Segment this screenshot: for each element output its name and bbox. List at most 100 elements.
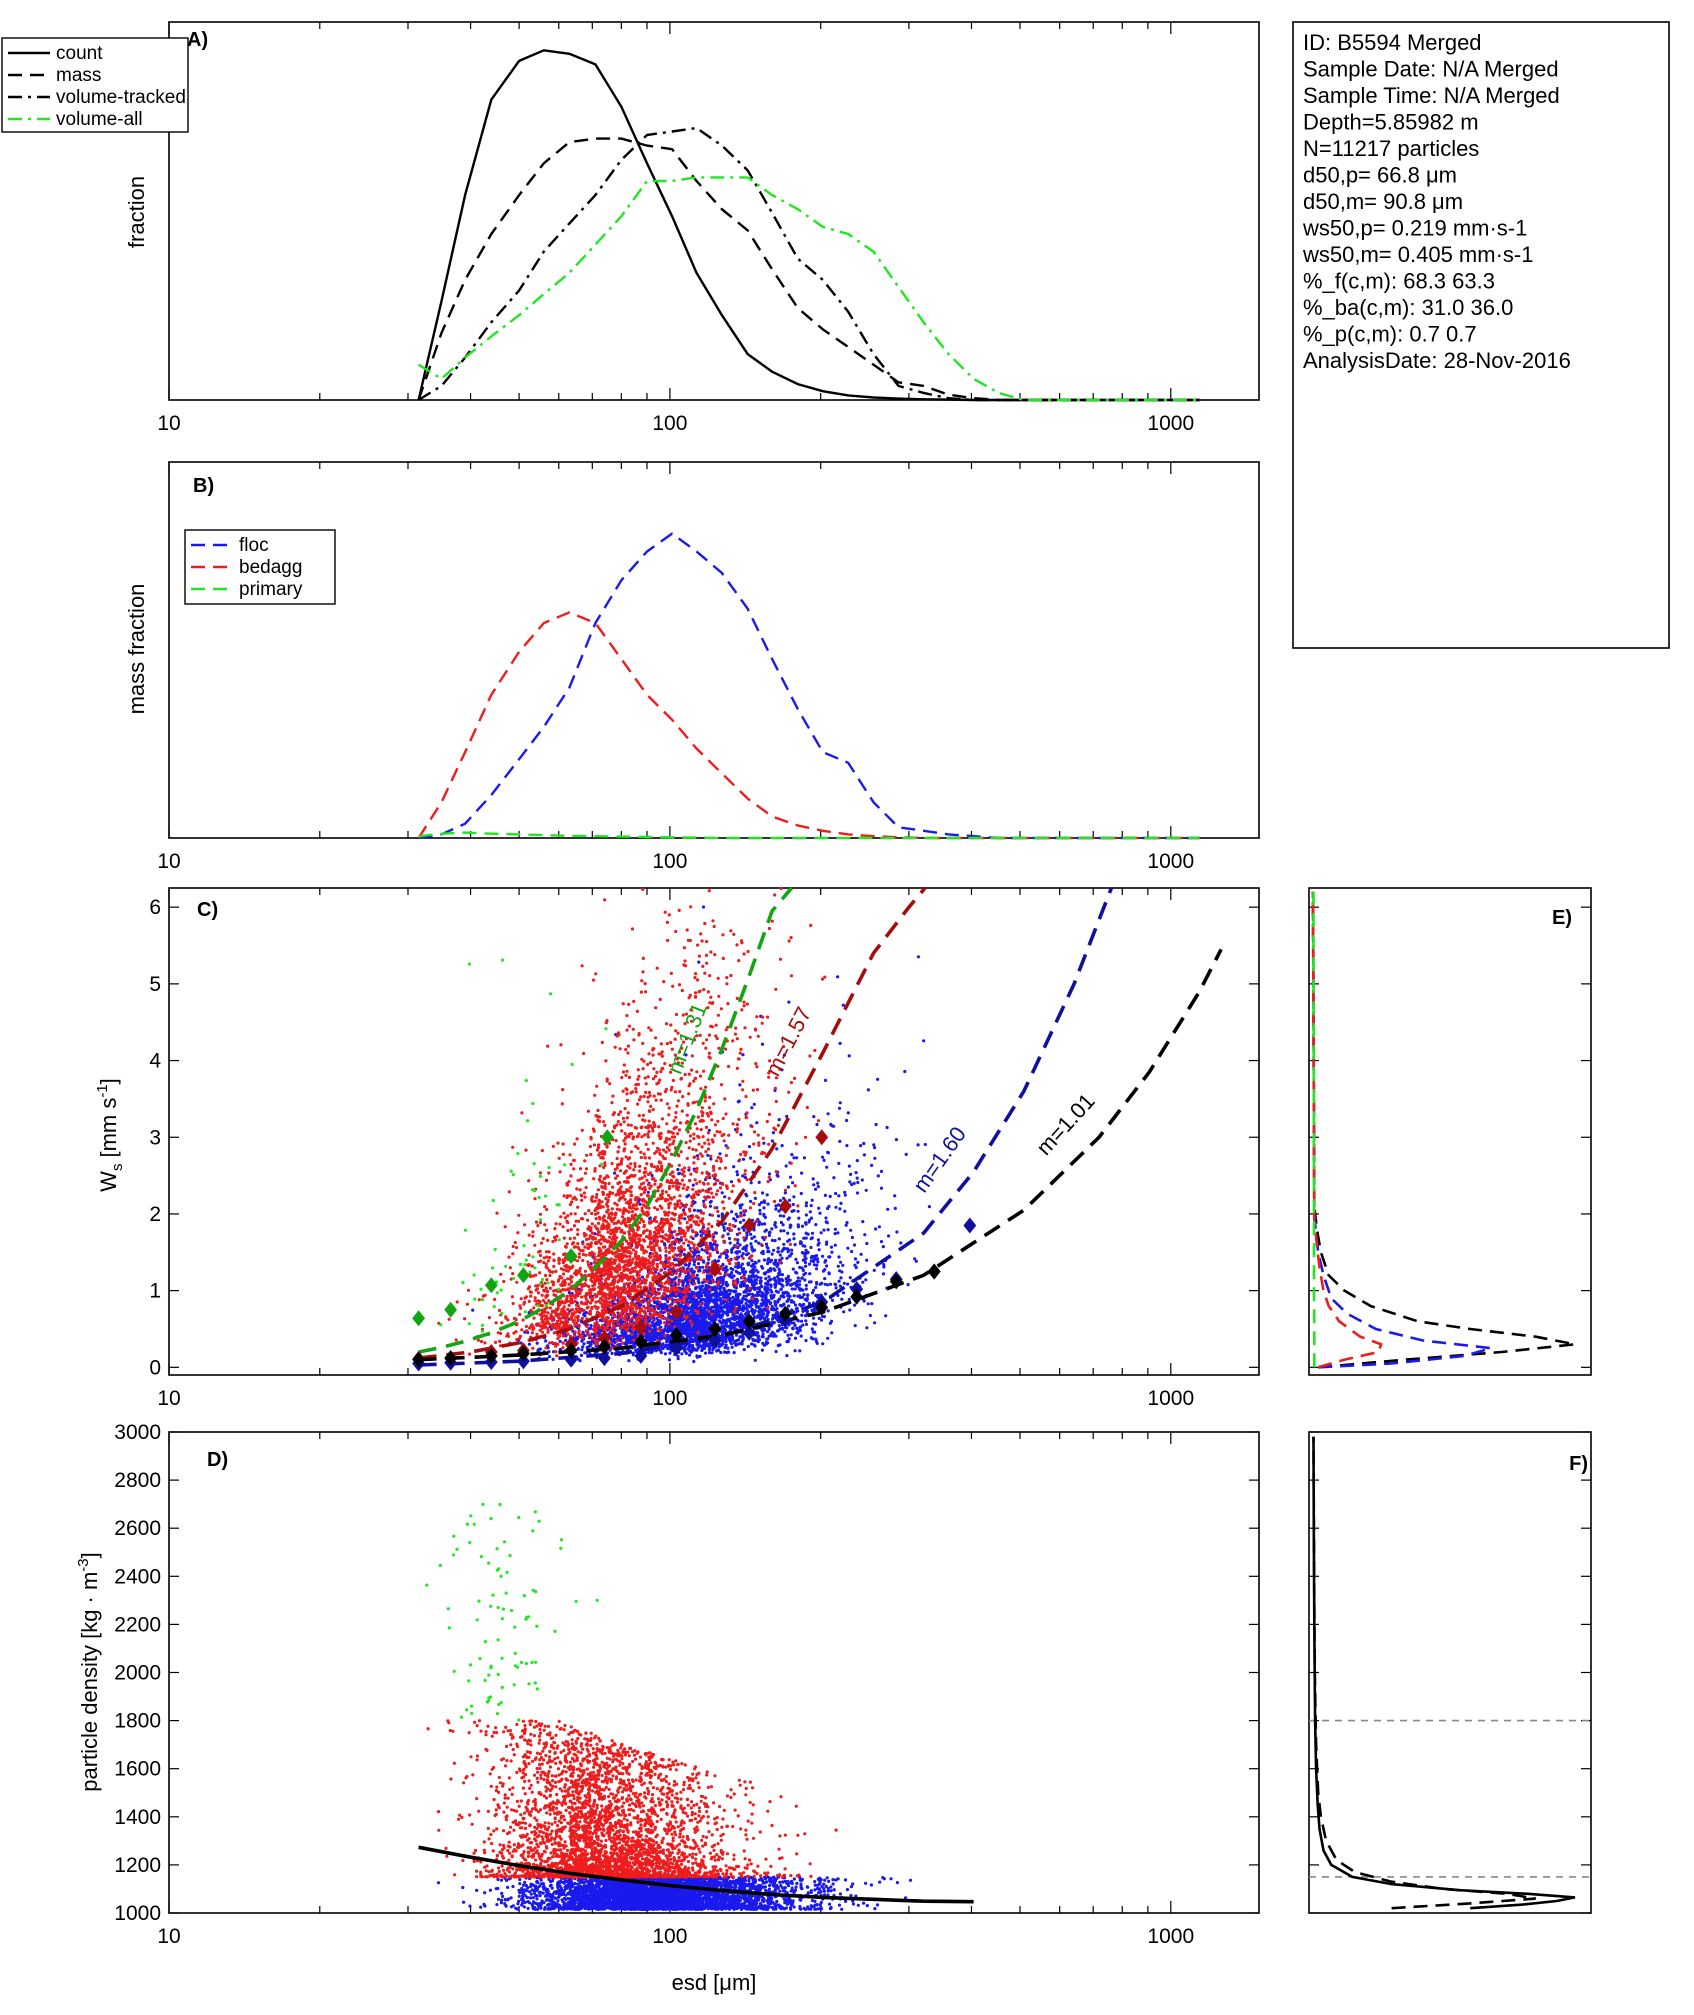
- scatter-point: [761, 1332, 765, 1336]
- scatter-point: [636, 1077, 640, 1081]
- scatter-point: [828, 1282, 833, 1286]
- scatter-point: [637, 1074, 641, 1078]
- scatter-point: [752, 1235, 756, 1239]
- scatter-point: [665, 1122, 669, 1126]
- scatter-point: [778, 1272, 782, 1277]
- scatter-point: [839, 1260, 843, 1264]
- scatter-point: [856, 1260, 860, 1264]
- scatter-point: [827, 1204, 831, 1209]
- scatter-point: [742, 1348, 746, 1352]
- scatter-point: [750, 1245, 754, 1249]
- scatter-point: [625, 1341, 629, 1345]
- scatter-point: [767, 1172, 772, 1176]
- scatter-point: [736, 1241, 740, 1245]
- scatter-point: [748, 1035, 752, 1039]
- scatter-point: [639, 1285, 643, 1289]
- scatter-point: [798, 1303, 802, 1307]
- scatter-point: [766, 1250, 770, 1254]
- scatter-point: [906, 1283, 910, 1287]
- scatter-point: [589, 1342, 593, 1346]
- scatter-point: [732, 1324, 736, 1328]
- scatter-point: [639, 1155, 643, 1160]
- scatter-point: [590, 1337, 594, 1341]
- legend-label-mass: mass: [56, 65, 101, 86]
- scatter-point: [588, 1326, 593, 1330]
- scatter-point: [874, 1122, 878, 1127]
- scatter-point: [517, 1213, 521, 1217]
- scatter-point: [731, 1267, 735, 1272]
- scatter-point: [787, 1297, 791, 1301]
- scatter-point: [732, 932, 736, 937]
- scatter-point: [749, 1199, 753, 1203]
- scatter-point: [731, 1295, 735, 1299]
- scatter-point: [693, 1200, 697, 1204]
- scatter-point: [764, 1277, 768, 1281]
- scatter-point: [706, 1182, 710, 1186]
- scatter-point: [771, 1313, 775, 1317]
- scatter-point: [777, 1237, 781, 1241]
- scatter-point: [840, 1270, 844, 1274]
- scatter-point: [531, 1234, 535, 1238]
- scatter-point: [865, 1326, 869, 1330]
- scatter-point: [762, 1214, 766, 1218]
- scatter-point: [786, 1274, 791, 1278]
- scatter-point: [631, 1353, 635, 1357]
- scatter-point: [762, 1206, 766, 1210]
- x-tick-label: 10: [157, 412, 180, 435]
- scatter-point: [751, 1297, 755, 1301]
- scatter-point: [659, 1098, 663, 1102]
- scatter-point: [827, 1255, 831, 1259]
- scatter-point: [763, 1229, 767, 1233]
- scatter-point: [801, 1244, 805, 1248]
- scatter-point: [787, 1000, 791, 1004]
- scatter-point: [646, 1190, 650, 1194]
- scatter-point: [584, 1253, 588, 1257]
- scatter-point: [688, 1246, 692, 1250]
- scatter-point: [589, 1262, 593, 1266]
- scatter-point: [703, 1141, 707, 1145]
- scatter-point: [842, 1281, 846, 1285]
- scatter-point: [729, 1309, 733, 1314]
- scatter-point: [646, 1135, 650, 1139]
- scatter-point: [659, 1345, 663, 1349]
- scatter-point: [849, 1172, 853, 1176]
- scatter-point: [726, 1319, 731, 1323]
- scatter-point: [789, 1333, 793, 1337]
- scatter-point: [740, 1262, 745, 1266]
- scatter-point: [659, 1281, 664, 1285]
- scatter-point: [699, 1087, 703, 1091]
- scatter-point: [760, 1042, 765, 1046]
- scatter-point: [527, 1342, 532, 1346]
- scatter-point: [724, 1321, 728, 1325]
- scatter-point: [815, 1122, 819, 1127]
- legend-box: [184, 529, 336, 605]
- scatter-point: [790, 1282, 794, 1286]
- scatter-point: [668, 1329, 672, 1333]
- scatter-point: [690, 1068, 694, 1072]
- scatter-point: [751, 1337, 755, 1341]
- scatter-point: [836, 1264, 840, 1268]
- scatter-point: [629, 1091, 633, 1095]
- scatter-point: [803, 1254, 807, 1258]
- scatter-point: [641, 1041, 645, 1045]
- scatter-point: [778, 1260, 782, 1264]
- scatter-point: [623, 1334, 627, 1338]
- scatter-point: [691, 1230, 695, 1234]
- scatter-point: [765, 1119, 769, 1124]
- scatter-point: [732, 1351, 736, 1355]
- scatter-point: [801, 1258, 805, 1262]
- scatter-point: [735, 1215, 740, 1219]
- scatter-point: [723, 1195, 727, 1199]
- panel-a-label: A): [187, 29, 208, 51]
- scatter-point: [747, 1274, 751, 1278]
- scatter-point: [801, 1323, 805, 1327]
- scatter-point: [764, 1271, 768, 1275]
- scatter-point: [757, 1310, 761, 1314]
- scatter-point: [583, 1171, 588, 1175]
- scatter-point: [764, 1290, 768, 1294]
- scatter-point: [814, 1223, 818, 1227]
- scatter-point: [667, 1358, 672, 1362]
- scatter-point: [842, 1310, 846, 1314]
- scatter-point: [873, 1321, 877, 1325]
